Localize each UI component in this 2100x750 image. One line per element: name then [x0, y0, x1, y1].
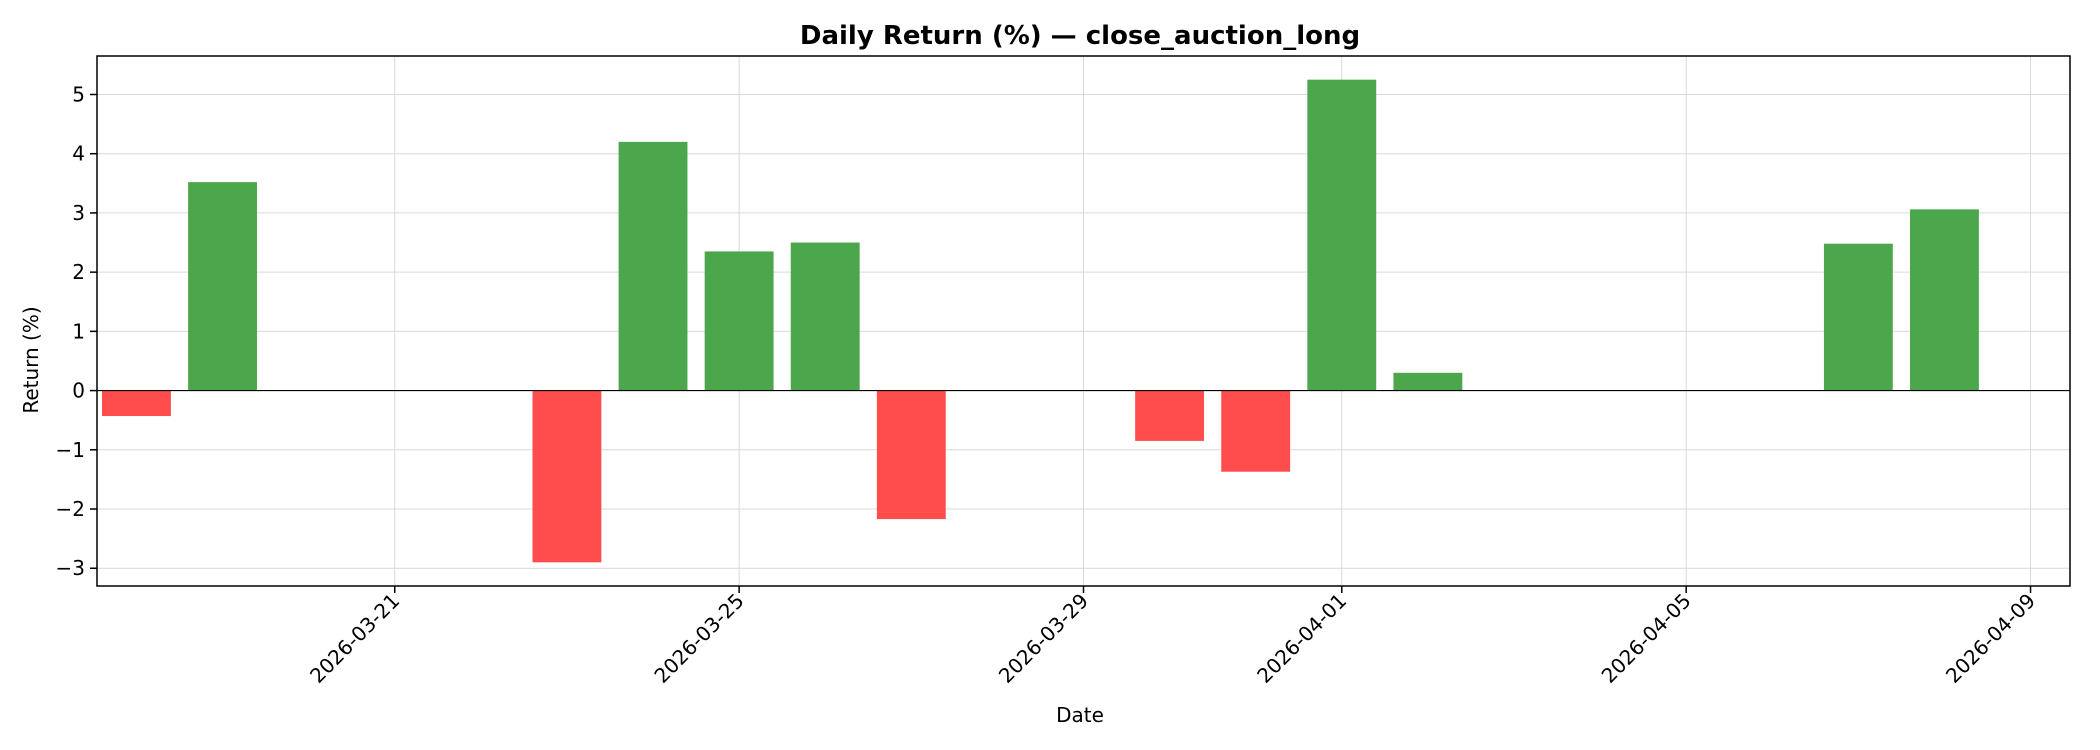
bar [618, 141, 688, 391]
bar [188, 182, 257, 391]
x-axis: 2026-03-21 2026-03-25 2026-03-29 2026-04-01… [305, 586, 2040, 688]
bar [1910, 209, 1979, 391]
y-tick-label: 1 [72, 319, 85, 343]
y-tick-label: 0 [72, 379, 85, 403]
y-tick-label: 4 [72, 142, 85, 166]
bar [1307, 79, 1377, 391]
bar [876, 390, 946, 520]
grid [97, 56, 2070, 586]
x-axis-label: Date [1056, 703, 1104, 727]
bar [704, 251, 774, 391]
y-tick-label: 2 [72, 260, 85, 284]
x-tick-label: 2026-04-01 [1252, 589, 1351, 688]
y-tick-label: 3 [72, 201, 85, 225]
bar [1393, 372, 1463, 391]
x-tick-label: 2026-03-25 [649, 589, 748, 688]
x-tick-label: 2026-04-05 [1597, 589, 1696, 688]
y-tick-label: −3 [56, 556, 85, 580]
bar [102, 390, 171, 417]
bar [532, 390, 602, 563]
x-tick-label: 2026-04-09 [1941, 589, 2040, 688]
x-tick-label: 2026-03-21 [305, 589, 404, 688]
bar [1823, 243, 1893, 391]
bar [1221, 390, 1291, 472]
bar [790, 242, 860, 391]
x-tick-label: 2026-03-29 [994, 589, 1093, 688]
bar [1135, 390, 1205, 441]
y-tick-label: −1 [56, 438, 85, 462]
y-tick-label: −2 [56, 497, 85, 521]
chart-title: Daily Return (%) — close_auction_long [800, 21, 1360, 51]
bars [102, 79, 1979, 563]
y-axis: −3 −2 −1 0 1 2 3 4 5 [56, 82, 97, 580]
y-tick-label: 5 [72, 82, 85, 106]
y-axis-label: Return (%) [19, 306, 43, 413]
